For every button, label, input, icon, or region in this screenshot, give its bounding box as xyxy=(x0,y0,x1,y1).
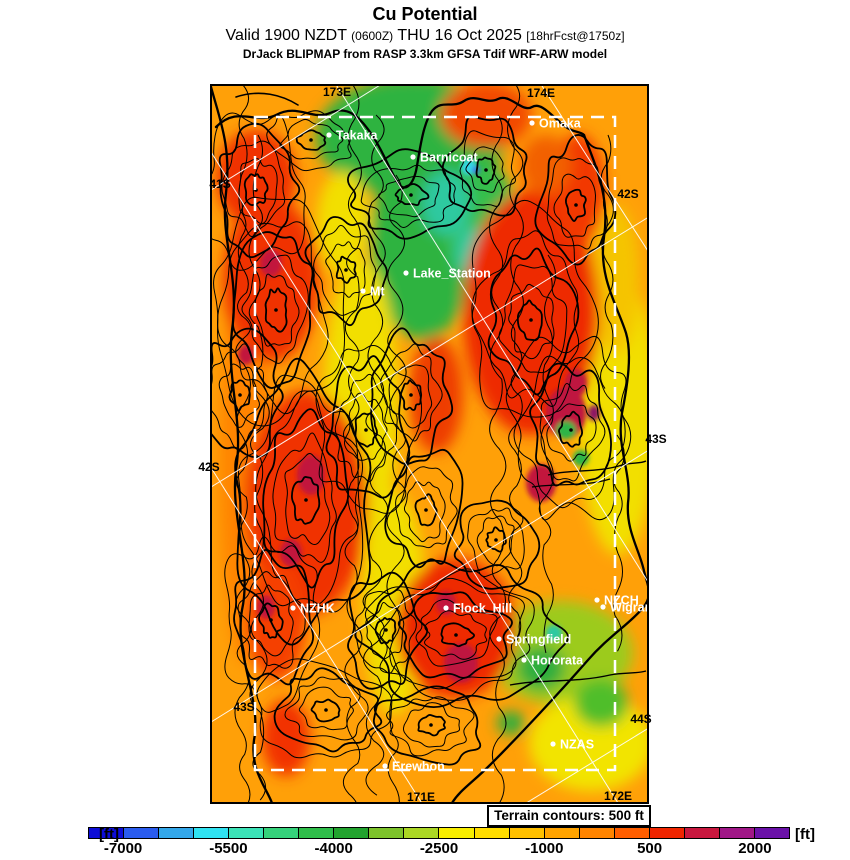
place-dot-takaka xyxy=(326,132,332,138)
colorbar-segment xyxy=(299,828,335,838)
place-label-hororata: Hororata xyxy=(531,654,584,668)
colorbar-unit-right: [ft] xyxy=(795,826,815,843)
map-border xyxy=(210,84,649,804)
colorbar-segment xyxy=(544,828,580,838)
place-dot-erewhon xyxy=(382,763,388,769)
colorbar-segment xyxy=(649,828,685,838)
graticule-label-173e: 173E xyxy=(323,85,351,99)
colorbar-segment xyxy=(719,828,755,838)
colorbar-tick: -2500 xyxy=(419,840,459,857)
graticule-label-44s: 44S xyxy=(630,712,651,726)
colorbar-tick: -4000 xyxy=(314,840,353,857)
colorbar-segment xyxy=(474,828,510,838)
place-dot-wigram xyxy=(600,604,606,610)
graticule-lines xyxy=(211,85,648,803)
place-dot-hororata xyxy=(521,657,527,663)
place-label-erewhon: Erewhon xyxy=(392,760,445,774)
graticule-label-172e: 172E xyxy=(604,789,632,803)
place-dot-lake_station xyxy=(403,270,409,276)
page-title: Cu Potential xyxy=(372,4,478,24)
colorbar-segment xyxy=(579,828,615,838)
valid-time-line: Valid 1900 NZDT (0600Z) THU 16 Oct 2025 … xyxy=(0,26,850,46)
valid-date: THU 16 Oct 2025 xyxy=(397,27,522,44)
graticule-label-43s: 43S xyxy=(645,432,666,446)
colorbar-segment xyxy=(614,828,650,838)
graticule-label-171e: 171E xyxy=(407,790,435,804)
model-domain-boundary xyxy=(253,115,617,772)
place-dot-mt xyxy=(360,288,366,294)
valid-utc: (0600Z) xyxy=(351,29,394,43)
rivers xyxy=(509,460,647,686)
graticule-label-41s: 41S xyxy=(209,177,230,191)
colorbar-segment xyxy=(89,828,125,838)
place-label-lake_station: Lake_Station xyxy=(413,267,491,281)
colorbar-unit-left: [ft] xyxy=(99,826,119,843)
colorbar-segment xyxy=(334,828,370,838)
colorbar-segment xyxy=(264,828,300,838)
place-label-omaka: Omaka xyxy=(539,117,582,131)
header: Cu Potential Valid 1900 NZDT (0600Z) THU… xyxy=(0,4,850,61)
colorbar xyxy=(88,827,790,839)
colorbar-segment xyxy=(124,828,160,838)
place-labels: Takaka Barnicoat Omaka Lake_Station Mt NZHK Fl… xyxy=(290,117,656,774)
place-dot-nzch xyxy=(594,597,600,603)
place-label-nzch: NZCH xyxy=(604,594,639,608)
place-label-nzhk: NZHK xyxy=(300,602,335,616)
place-label-nzas: NZAS xyxy=(560,738,594,752)
place-label-takaka: Takaka xyxy=(336,129,379,143)
graticule-labels: 173E 174E 41S 42S 42S 43S 43S 44S 171E 172E xyxy=(198,85,666,804)
place-label-barnicoat: Barnicoat xyxy=(420,151,478,165)
place-label-springfield: Springfield xyxy=(506,633,571,647)
map-container: Takaka Barnicoat Omaka Lake_Station Mt NZHK Fl… xyxy=(180,75,700,815)
place-dot-nzhk xyxy=(290,605,296,611)
graticule-label-43s: 43S xyxy=(233,700,254,714)
graticule-label-174e: 174E xyxy=(527,86,555,100)
place-label-wigram: Wigram xyxy=(610,601,656,615)
colorbar-tick: 2000 xyxy=(738,840,772,857)
forecast-map: Takaka Barnicoat Omaka Lake_Station Mt NZHK Fl… xyxy=(198,84,667,804)
colorbar-segment xyxy=(159,828,195,838)
place-label-mt: Mt xyxy=(370,285,385,299)
graticule-label-42s: 42S xyxy=(198,460,219,474)
colorbar-segment xyxy=(684,828,720,838)
place-dot-nzas xyxy=(550,741,556,747)
forecast-tag: [18hrFcst@1750z] xyxy=(526,29,625,43)
colorbar-segment xyxy=(404,828,440,838)
colorbar-tick: -1000 xyxy=(525,840,564,857)
terrain-contours-note: Terrain contours: 500 ft xyxy=(487,805,651,827)
colorbar-tick: 500 xyxy=(637,840,663,857)
colorbar-tick: -5500 xyxy=(209,840,248,857)
colorbar-tick: -7000 xyxy=(103,840,143,857)
graticule-label-42s: 42S xyxy=(617,187,638,201)
model-attribution: DrJack BLIPMAP from RASP 3.3km GFSA Tdif… xyxy=(242,47,608,61)
valid-main: Valid 1900 NZDT xyxy=(225,27,347,44)
colorbar-segment xyxy=(754,828,789,838)
colorbar-segment xyxy=(509,828,545,838)
place-dot-barnicoat xyxy=(410,154,416,160)
place-dot-springfield xyxy=(496,636,502,642)
colorbar-segment xyxy=(194,828,230,838)
colorbar-segment xyxy=(439,828,475,838)
terrain-contours xyxy=(211,85,632,803)
place-label-flock_hill: Flock_Hill xyxy=(453,602,512,616)
colorbar-segment xyxy=(369,828,405,838)
place-dot-flock_hill xyxy=(443,605,449,611)
place-dot-omaka xyxy=(529,120,535,126)
colorbar-segment xyxy=(229,828,265,838)
